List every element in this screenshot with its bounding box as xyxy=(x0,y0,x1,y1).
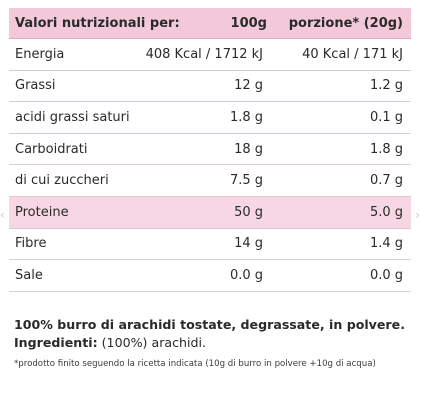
value-per-100g: 1.8 g xyxy=(229,109,263,125)
product-description: 100% burro di arachidi tostate, degrassa… xyxy=(14,316,414,352)
chevron-right-icon[interactable]: › xyxy=(415,208,420,222)
value-per-100g: 7.5 g xyxy=(229,173,263,189)
nutrient-name: Grassi xyxy=(15,78,56,94)
table-row-carboidrati: Carboidrati 18 g 1.8 g xyxy=(9,134,411,166)
table-header-row: Valori nutrizionali per: 100g porzione* … xyxy=(9,8,411,39)
ingredients-value: (100%) arachidi. xyxy=(97,335,206,350)
nutrition-table: Valori nutrizionali per: 100g porzione* … xyxy=(9,8,411,292)
ingredients-line: Ingredienti: (100%) arachidi. xyxy=(14,334,414,352)
table-row-grassi: Grassi 12 g 1.2 g xyxy=(9,71,411,103)
value-per-100g: 12 g xyxy=(234,78,263,94)
value-per-portion: 1.4 g xyxy=(369,236,403,252)
table-row-energia: Energia 408 Kcal / 1712 kJ 40 Kcal / 171… xyxy=(9,39,411,71)
nutrient-name: Proteine xyxy=(15,204,69,220)
nutrient-name: Fibre xyxy=(15,236,47,252)
value-per-portion: 0.7 g xyxy=(369,173,403,189)
table-row-sale: Sale 0.0 g 0.0 g xyxy=(9,260,411,292)
table-row-zuccheri: di cui zuccheri 7.5 g 0.7 g xyxy=(9,165,411,197)
value-per-portion: 1.2 g xyxy=(369,78,403,94)
value-per-100g: 18 g xyxy=(234,141,263,157)
value-per-portion: 0.0 g xyxy=(369,267,403,283)
nutrient-name: Energia xyxy=(15,46,65,62)
portion-footnote: *prodotto finito seguendo la ricetta ind… xyxy=(14,359,376,369)
value-per-portion: 1.8 g xyxy=(369,141,403,157)
header-per-100g-label: 100g xyxy=(230,15,267,31)
value-per-portion: 40 Kcal / 171 kJ xyxy=(302,46,403,62)
value-per-100g: 408 Kcal / 1712 kJ xyxy=(145,46,263,62)
chevron-left-icon[interactable]: ‹ xyxy=(0,208,5,222)
value-per-100g: 50 g xyxy=(234,204,263,220)
nutrient-name: Carboidrati xyxy=(15,141,88,157)
value-per-100g: 0.0 g xyxy=(229,267,263,283)
nutrient-name: acidi grassi saturi xyxy=(15,109,130,125)
value-per-portion: 0.1 g xyxy=(369,109,403,125)
table-row-proteine: Proteine 50 g 5.0 g xyxy=(9,196,411,229)
table-row-acidi-grassi-saturi: acidi grassi saturi 1.8 g 0.1 g xyxy=(9,102,411,134)
header-portion-label: porzione* (20g) xyxy=(288,15,403,31)
ingredients-label: Ingredienti: xyxy=(14,335,98,350)
product-summary: 100% burro di arachidi tostate, degrassa… xyxy=(14,317,405,332)
nutrient-name: Sale xyxy=(15,267,43,283)
table-row-fibre: Fibre 14 g 1.4 g xyxy=(9,229,411,261)
nutrient-name: di cui zuccheri xyxy=(15,173,109,189)
value-per-portion: 5.0 g xyxy=(369,204,403,220)
value-per-100g: 14 g xyxy=(234,236,263,252)
header-nutrient-label: Valori nutrizionali per: xyxy=(15,15,180,31)
